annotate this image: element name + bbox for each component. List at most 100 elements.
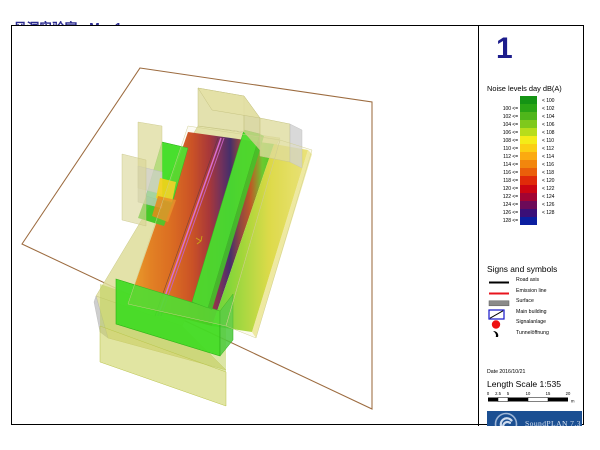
noise-class-row: 112 <= < 114 [487, 152, 583, 161]
noise-class-lower-bound: 126 <= [502, 210, 518, 217]
noise-class-swatch [520, 136, 537, 145]
noise-class-upper-bound: < 128 [542, 210, 555, 217]
legend-panel: Noise levels day dB(A) < 100 100 <= < 102 1… [479, 26, 584, 426]
noise-class-row: 122 <= < 124 [487, 192, 583, 201]
noise-class-swatch [520, 216, 537, 225]
noise-class-lower-bound: 104 <= [502, 121, 518, 128]
noise-class-swatch [520, 192, 537, 201]
noise-class-upper-bound: < 114 [542, 153, 555, 160]
noise-class-swatch [520, 96, 537, 105]
noise-class-swatch [520, 168, 537, 177]
main-building-icon [488, 307, 512, 320]
noise-class-row: 102 <= < 104 [487, 112, 583, 121]
signs-and-symbols-list: Road axis Emission line Surface Main buildi… [488, 275, 584, 337]
emission-line-icon [488, 286, 512, 297]
symbol-legend-row: Road axis [488, 275, 584, 286]
noise-class-swatch [520, 208, 537, 217]
noise-class-upper-bound: < 108 [542, 129, 555, 136]
noise-class-upper-bound: < 120 [542, 178, 555, 185]
noise-class-lower-bound: 124 <= [502, 202, 518, 209]
scale-unit-label: m [571, 398, 575, 403]
noise-class-row: 110 <= < 112 [487, 144, 583, 153]
noise-band-right [212, 144, 312, 338]
noise-class-lower-bound: 112 <= [503, 153, 518, 160]
receiver-marker [195, 235, 203, 245]
signs-and-symbols-title: Signs and symbols [487, 264, 558, 274]
noise-class-upper-bound: < 124 [542, 194, 555, 201]
symbol-legend-label: Road axis [516, 277, 540, 284]
symbol-legend-row: Tunnelöffnung [488, 328, 584, 337]
noise-class-upper-bound: < 104 [542, 113, 555, 120]
noise-class-upper-bound: < 122 [542, 186, 555, 193]
noise-class-upper-bound: < 118 [542, 170, 555, 177]
noise-class-lower-bound: 110 <= [503, 145, 518, 152]
emission-line [157, 137, 225, 317]
symbol-legend-label: Tunnelöffnung [516, 330, 549, 337]
symbol-legend-label: Emission line [516, 287, 547, 294]
noise-class-lower-bound: 106 <= [502, 129, 518, 136]
noise-class-row: 120 <= < 122 [487, 184, 583, 193]
noise-class-upper-bound: < 126 [542, 202, 555, 209]
surface-swatch-icon [488, 296, 512, 307]
scale-tick-label: 10 [526, 391, 531, 396]
noise-class-swatch [520, 144, 537, 153]
site-boundary-polygon [21, 67, 373, 410]
noise-class-lower-bound: 128 <= [502, 218, 518, 225]
noise-class-lower-bound: 108 <= [502, 137, 518, 144]
soundplan-logo: SoundPLAN 7.3 [487, 411, 582, 426]
map-canvas[interactable] [12, 26, 478, 426]
noise-class-row: 108 <= < 110 [487, 136, 583, 145]
tunnel-opening-icon [488, 328, 512, 337]
noise-class-row: 124 <= < 126 [487, 200, 583, 209]
scale-tick-label: 15 [546, 391, 551, 396]
scale-bar-tick-labels: 0 2.5 5 10 15 20 [487, 391, 571, 396]
symbol-legend-label: Main building [516, 308, 547, 315]
noise-class-lower-bound: 100 <= [502, 105, 518, 112]
noise-class-swatch [520, 184, 537, 193]
panel-divider [478, 26, 479, 426]
noise-class-lower-bound: 120 <= [502, 186, 518, 193]
noise-color-ramp: < 100 100 <= < 102 102 <= < 104 104 <= < 106 10… [487, 96, 583, 225]
symbol-legend-row: Surface [488, 296, 584, 307]
noise-class-swatch [520, 200, 537, 209]
road-axis-line-icon [488, 275, 512, 286]
scale-tick-label: 5 [507, 391, 510, 396]
symbol-legend-row: Main building [488, 307, 584, 320]
noise-class-swatch [520, 120, 537, 129]
symbol-legend-row: Signalanlage [488, 317, 584, 330]
scale-tick-label: 2.5 [495, 391, 501, 396]
noise-class-swatch [520, 128, 537, 137]
noise-class-row: 106 <= < 108 [487, 128, 583, 137]
noise-class-upper-bound: < 116 [542, 161, 555, 168]
signalanlage-dot-icon [488, 317, 512, 330]
noise-class-lower-bound: 116 <= [503, 170, 518, 177]
noise-class-swatch [520, 112, 537, 121]
noise-class-lower-bound: 114 <= [503, 161, 518, 168]
noise-class-row: 118 <= < 120 [487, 176, 583, 185]
symbol-legend-row: Emission line [488, 286, 584, 297]
noise-class-lower-bound: 118 <= [503, 178, 518, 185]
soundplan-logo-text: SoundPLAN 7.3 [525, 419, 581, 426]
symbol-legend-label: Surface [516, 298, 534, 305]
noise-class-swatch [520, 104, 537, 113]
noise-class-swatch [520, 160, 537, 169]
noise-class-row: 116 <= < 118 [487, 168, 583, 177]
scale-bar: 0 2.5 5 10 15 20 m [487, 390, 579, 404]
symbol-legend-label: Signalanlage [516, 319, 546, 326]
noise-class-upper-bound: < 100 [542, 97, 555, 104]
noise-class-swatch [520, 176, 537, 185]
noise-class-row: 128 <= [487, 216, 583, 225]
scale-tick-label: 20 [566, 391, 571, 396]
noise-class-row: 114 <= < 116 [487, 160, 583, 169]
sheet-frame: 1 [11, 25, 584, 426]
noise-map-3d-view [21, 67, 373, 410]
noise-class-lower-bound: 122 <= [502, 194, 518, 201]
noise-class-row: < 100 [487, 96, 583, 105]
noise-class-upper-bound: < 106 [542, 121, 555, 128]
noise-class-upper-bound: < 110 [542, 137, 555, 144]
road-axis [154, 137, 219, 317]
noise-class-lower-bound: 102 <= [502, 113, 518, 120]
soundplan-spiral-icon [494, 412, 518, 426]
date-label: Date 2016/10/21 [487, 369, 526, 375]
enclosure-shell [127, 125, 313, 339]
